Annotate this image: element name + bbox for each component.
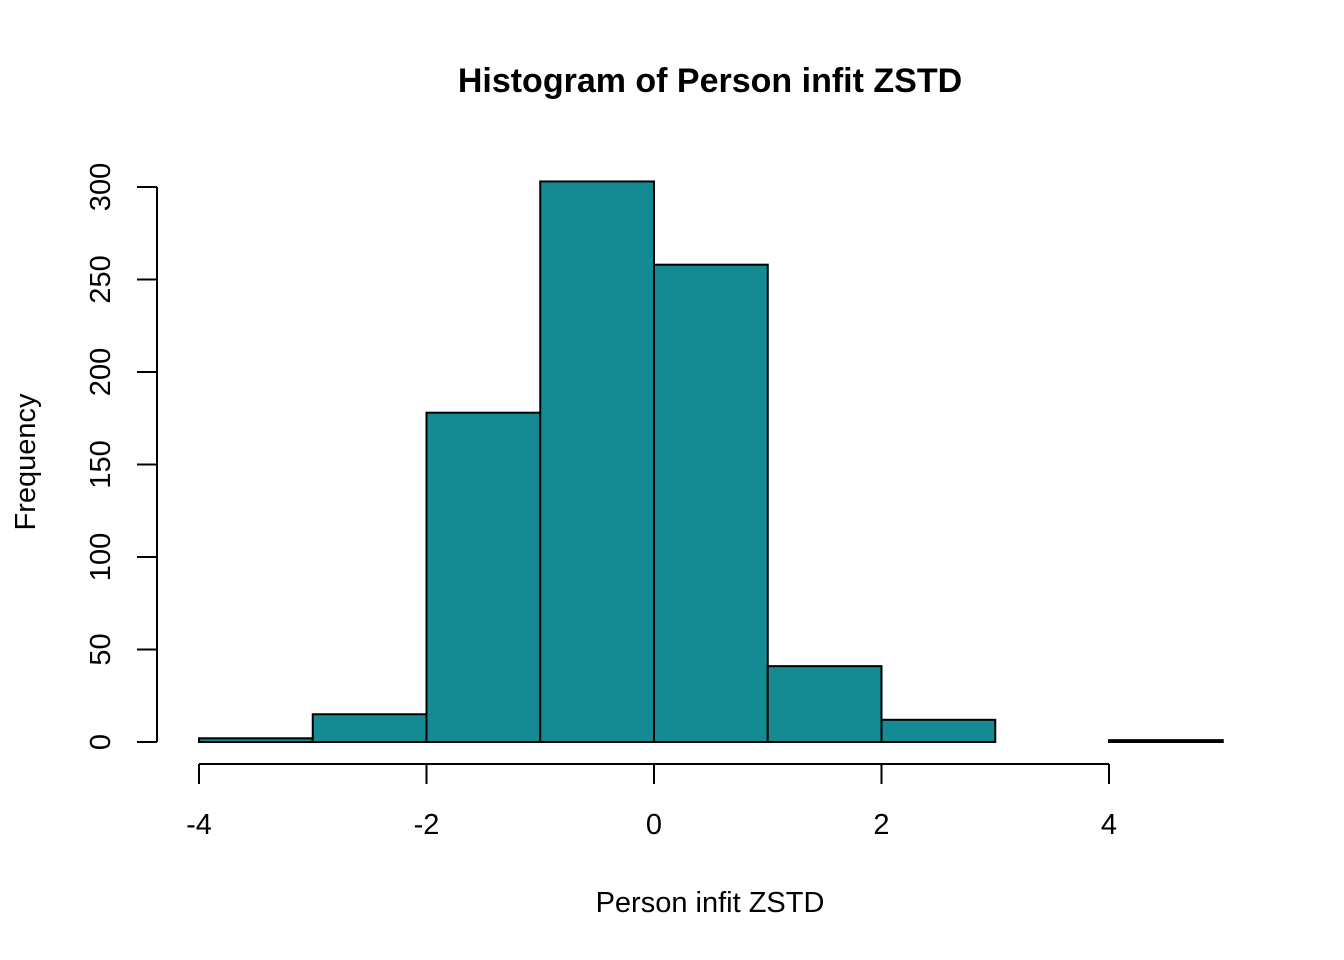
y-tick-label: 50 [85, 633, 117, 665]
x-tick-label: 2 [873, 809, 889, 841]
y-tick-label: 250 [85, 255, 117, 303]
x-axis: -4 -2 0 2 4 [186, 763, 1117, 841]
histogram-bar [766, 665, 883, 744]
y-tick-label: 0 [85, 734, 117, 750]
histogram-bar [425, 411, 542, 743]
histogram-bar [311, 713, 428, 743]
y-tick-label: 150 [85, 440, 117, 488]
y-axis-label: Frequency [10, 393, 42, 531]
y-tick-label: 300 [85, 163, 117, 211]
x-axis-label: Person infit ZSTD [596, 887, 825, 919]
x-tick-label: -2 [414, 809, 440, 841]
histogram-bar [1108, 739, 1224, 744]
y-tick-label: 100 [85, 533, 117, 581]
bars-group [198, 180, 1224, 744]
histogram-bar [198, 737, 314, 743]
x-tick-label: 0 [646, 809, 662, 841]
x-tick-label: -4 [186, 809, 212, 841]
histogram-bar [880, 718, 997, 743]
histogram-bar [539, 180, 655, 743]
chart-title: Histogram of Person infit ZSTD [458, 62, 962, 100]
x-tick-label: 4 [1101, 809, 1117, 841]
y-axis: 0 50 100 150 200 250 300 [85, 163, 158, 750]
histogram-bar [653, 263, 769, 743]
y-tick-label: 200 [85, 348, 117, 396]
